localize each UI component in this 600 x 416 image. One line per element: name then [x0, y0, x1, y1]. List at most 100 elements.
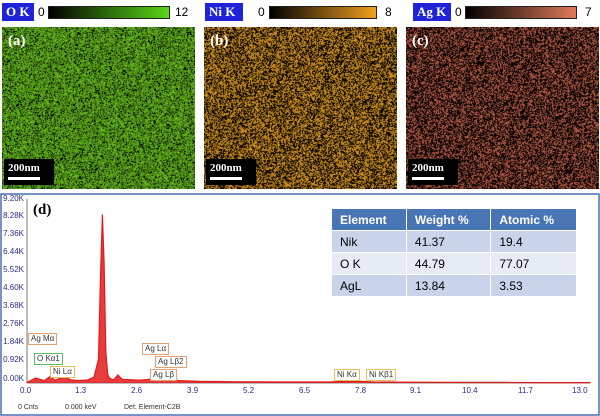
- y-tick-label: 5.52K: [3, 265, 24, 274]
- spectrum-point: [108, 377, 110, 379]
- y-tick-label: 3.68K: [3, 301, 24, 310]
- panel-label-b: (b): [210, 33, 229, 49]
- peak-label-o-ka1: O Kα1: [34, 353, 63, 365]
- scale-tag-ni: Ni K: [205, 3, 243, 21]
- composition-table: Element Weight % Atomic % Nik 41.37 19.4…: [331, 208, 577, 297]
- spectrum-point: [39, 378, 41, 380]
- spectrum-point: [546, 382, 548, 384]
- scale-max-ni: 8: [385, 5, 392, 19]
- scale-tag-o: O K: [2, 3, 34, 21]
- scale-max-o: 12: [175, 5, 189, 19]
- scalebar-text-c: 200nm: [412, 162, 444, 174]
- y-tick-label: 8.28K: [3, 211, 24, 220]
- map-panel-c: (c) 200nm: [406, 27, 599, 189]
- y-tick-label: 9.20K: [3, 194, 24, 203]
- table-cell: 3.53: [490, 274, 577, 297]
- spectrum-point: [43, 380, 45, 382]
- peak-label-ag-la: Ag Lα: [142, 343, 170, 355]
- panel-label-a: (a): [8, 33, 26, 49]
- spectrum-point: [178, 380, 180, 382]
- scale-gradient-ag: [465, 6, 577, 19]
- spectrum-point: [242, 381, 245, 383]
- x-tick-label: 13.0: [572, 386, 588, 395]
- scale-min-ag: 0: [455, 5, 462, 19]
- table-row: Nik 41.37 19.4: [331, 230, 577, 253]
- spectrum-point: [139, 379, 141, 381]
- spectrum-point: [26, 381, 28, 383]
- table-header-weight: Weight %: [405, 208, 492, 231]
- spectrum-point: [329, 381, 331, 383]
- y-tick-label: 4.60K: [3, 283, 24, 292]
- map-panel-a: (a) 200nm: [2, 27, 195, 189]
- panel-label-d: (d): [33, 202, 52, 218]
- scale-max-ag: 7: [585, 5, 592, 19]
- scalebar-b: 200nm: [206, 159, 256, 185]
- scalebar-text-b: 200nm: [210, 162, 242, 174]
- x-tick-label: 7.8: [355, 386, 367, 395]
- table-cell: 77.07: [490, 252, 577, 275]
- spectrum-point: [502, 381, 504, 383]
- footer-counts: 0 Cnts: [18, 404, 39, 411]
- scalebar-a: 200nm: [4, 159, 54, 185]
- x-tick-label: 10.4: [462, 386, 478, 395]
- x-tick-label: 3.9: [187, 386, 199, 395]
- spectrum-point: [286, 381, 288, 383]
- spectrum-point: [589, 382, 591, 384]
- peak-label-ag-lb: Ag Lβ: [150, 369, 178, 381]
- scale-gradient-o: [48, 6, 170, 19]
- x-tick-label: 5.2: [243, 386, 255, 395]
- spectrum-point: [97, 358, 100, 360]
- table-cell: Nik: [331, 230, 407, 253]
- panel-label-c: (c): [412, 33, 429, 49]
- scalebar-line-b: [210, 177, 242, 180]
- x-tick-label: 11.7: [518, 386, 533, 395]
- peak-label-ag-ma: Ag Mα: [28, 333, 58, 345]
- y-tick-label: 1.84K: [3, 337, 24, 346]
- scalebar-text-a: 200nm: [8, 162, 40, 174]
- spectrum-point: [105, 350, 107, 352]
- table-header-row: Element Weight % Atomic %: [331, 208, 577, 231]
- table-cell: AgL: [331, 274, 407, 297]
- x-tick-label: 6.5: [299, 386, 311, 395]
- spectrum-point: [199, 380, 201, 382]
- spectrum-point: [101, 214, 103, 216]
- scale-gradient-ni: [269, 6, 377, 19]
- spectrum-point: [372, 381, 375, 383]
- y-tick-label: 2.76K: [3, 319, 24, 328]
- spectrum-point: [113, 379, 115, 381]
- table-header-atomic: Atomic %: [490, 208, 577, 231]
- y-tick-label: 0.00K: [3, 374, 24, 383]
- table-cell: 13.84: [405, 274, 492, 297]
- x-tick-label: 9.1: [410, 386, 422, 395]
- footer-detector: Det: Element-C2B: [124, 404, 181, 411]
- spectrum-svg: [0, 193, 600, 416]
- peak-label-ni-ka: Ni Kα: [334, 369, 360, 381]
- scale-tag-ag: Ag K: [413, 3, 451, 21]
- table-cell: 41.37: [405, 230, 492, 253]
- spectrum-point: [93, 376, 95, 378]
- peak-label-ni-la: Ni Lα: [50, 366, 75, 378]
- x-tick-label: 2.6: [131, 386, 143, 395]
- spectrum-border: [0, 193, 600, 416]
- y-tick-label: 0.92K: [3, 355, 24, 364]
- footer-kev: 0.000 keV: [65, 404, 97, 411]
- spectrum-point: [121, 378, 123, 380]
- spectrum-point: [87, 379, 89, 381]
- spectrum-point: [117, 374, 119, 376]
- table-cell: O K: [331, 252, 407, 275]
- scale-min-ni: 0: [258, 5, 265, 19]
- table-header-element: Element: [331, 208, 407, 231]
- map-panel-b: (b) 200nm: [204, 27, 397, 189]
- peak-label-ag-lb2: Ag Lβ2: [155, 356, 187, 368]
- spectrum-point: [416, 381, 418, 383]
- spectrum-point: [58, 378, 61, 380]
- x-tick-label: 0.0: [20, 386, 32, 395]
- scalebar-line-a: [8, 177, 40, 180]
- spectrum-point: [54, 379, 56, 381]
- y-tick-label: 6.44K: [3, 247, 24, 256]
- spectrum-point: [107, 373, 109, 375]
- scalebar-c: 200nm: [408, 159, 458, 185]
- table-cell: 19.4: [490, 230, 577, 253]
- spectrum-point: [459, 381, 461, 383]
- spectrum-point: [35, 377, 37, 379]
